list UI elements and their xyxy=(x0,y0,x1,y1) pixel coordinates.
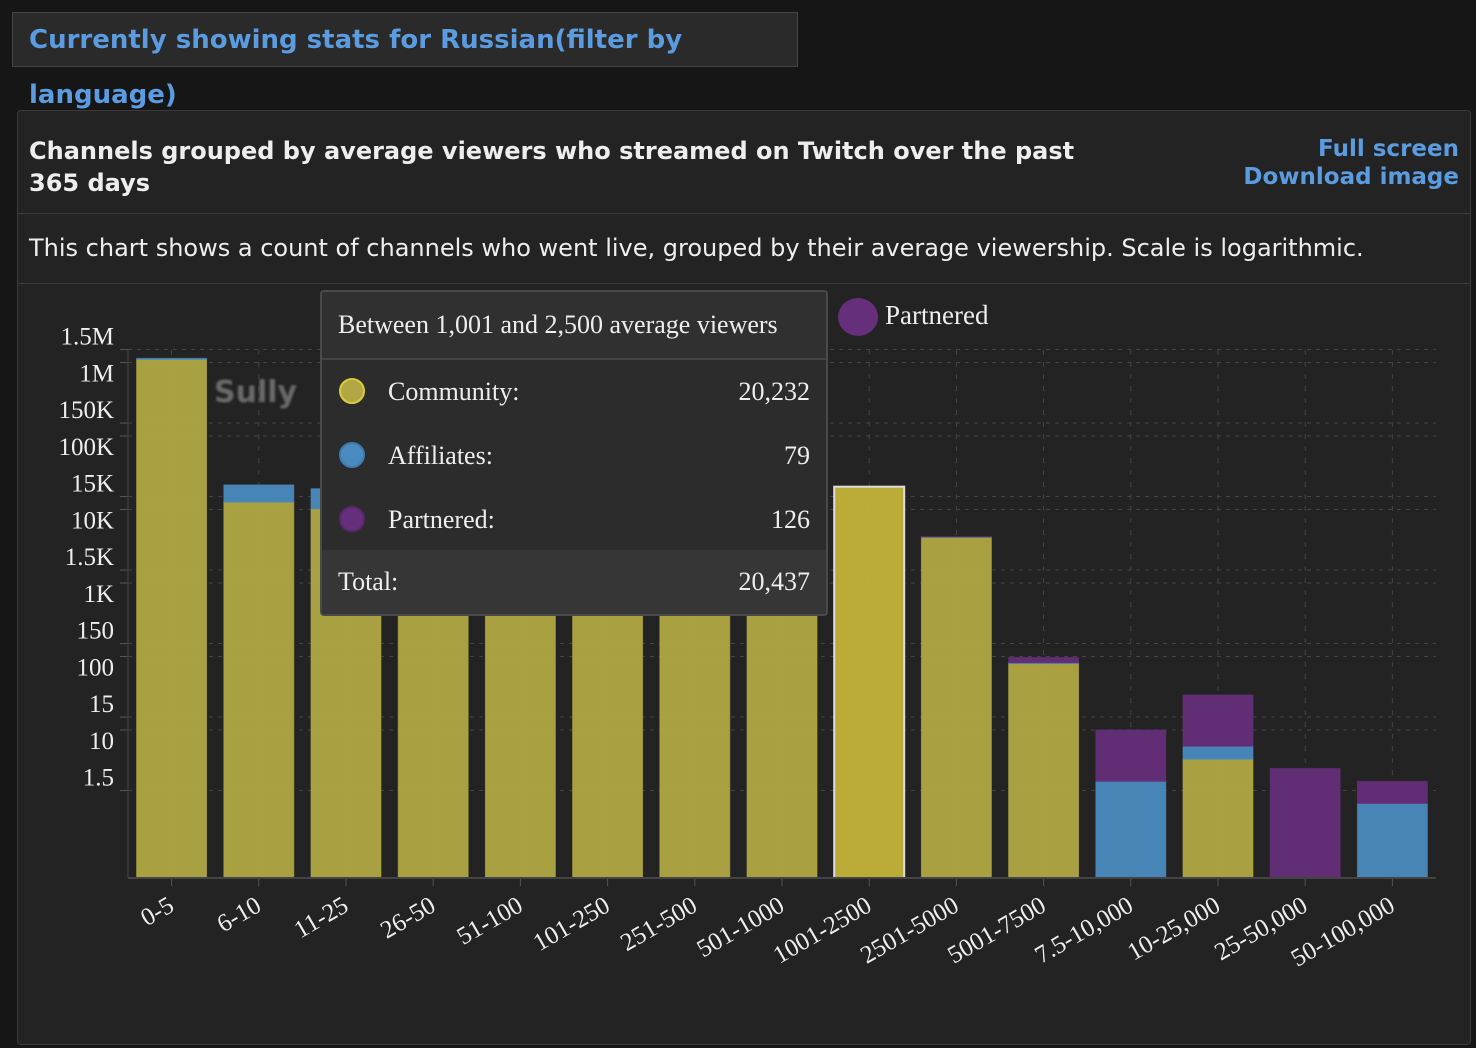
tooltip-value: 79 xyxy=(784,441,810,470)
x-tick-label: 6-10 xyxy=(213,892,266,938)
bar-community xyxy=(136,358,208,879)
y-tick-label: 1.5K xyxy=(65,544,114,571)
x-tick-label: 101-250 xyxy=(529,892,615,957)
bar-affiliates xyxy=(1356,803,1428,879)
bar-partnered xyxy=(1095,729,1167,782)
tooltip-total-label: Total: xyxy=(338,567,399,596)
bar-community xyxy=(833,486,905,879)
tooltip-total-value: 20,437 xyxy=(738,567,811,596)
tooltip-row-affiliates: Affiliates: 79 xyxy=(322,424,826,488)
x-tick-label: 2501-5000 xyxy=(856,892,963,970)
bar-partnered xyxy=(1269,767,1341,879)
tooltip-row-community: Community: 20,232 xyxy=(322,360,826,424)
y-tick-label: 15K xyxy=(71,471,114,498)
bar-affiliates xyxy=(1095,780,1167,879)
bar-community xyxy=(920,536,992,879)
x-tick-label: 251-500 xyxy=(616,892,702,957)
y-tick-label: 150 xyxy=(77,618,115,645)
x-tick-label: 1001-2500 xyxy=(769,892,876,970)
language-filter-banner[interactable]: Currently showing stats for Russian(filt… xyxy=(12,12,798,110)
partnered-swatch xyxy=(339,506,365,532)
tooltip-value: 20,232 xyxy=(738,377,811,406)
card-header: Channels grouped by average viewers who … xyxy=(18,111,1470,214)
y-tick-label: 1M xyxy=(79,361,114,388)
y-tick-label: 10 xyxy=(89,728,114,755)
x-tick-label: 26-50 xyxy=(376,892,440,945)
bar-community xyxy=(1008,663,1080,879)
download-image-link[interactable]: Download image xyxy=(1243,164,1459,190)
x-tick-label: 0-5 xyxy=(136,892,178,932)
y-tick-label: 100 xyxy=(77,655,115,682)
tooltip-row-partnered: Partnered: 126 xyxy=(322,488,826,552)
tooltip-label: Affiliates: xyxy=(388,441,493,470)
community-swatch xyxy=(339,378,365,404)
y-tick-label: 100K xyxy=(58,434,114,461)
bar-partnered xyxy=(1182,694,1254,747)
x-tick-label: 51-100 xyxy=(453,892,528,951)
legend-label: Partnered xyxy=(885,300,989,330)
chart-description: This chart shows a count of channels who… xyxy=(18,214,1470,284)
affiliates-swatch xyxy=(339,442,365,468)
bar-affiliates xyxy=(223,484,295,503)
y-tick-label: 1.5 xyxy=(83,765,114,792)
y-tick-label: 150K xyxy=(58,397,114,424)
card-actions: Full screen Download image xyxy=(1243,135,1459,191)
tooltip-label: Community: xyxy=(388,377,520,406)
bar-community xyxy=(1182,758,1254,879)
y-tick-label: 10K xyxy=(71,508,114,535)
tooltip-label: Partnered: xyxy=(388,505,495,534)
watermark-logo: Sully xyxy=(214,375,298,410)
bar-affiliates xyxy=(1182,745,1254,760)
x-tick-label: 5001-7500 xyxy=(943,892,1050,970)
y-tick-label: 1.5M xyxy=(61,324,114,351)
y-tick-label: 15 xyxy=(89,691,114,718)
bar-affiliates xyxy=(136,357,208,360)
bar-community xyxy=(223,501,295,879)
x-tick-label: 7.5-10,000 xyxy=(1030,892,1137,970)
bar-partnered xyxy=(1356,780,1428,804)
x-tick-label: 10-25,000 xyxy=(1123,892,1225,966)
chart-title: Channels grouped by average viewers who … xyxy=(29,137,1075,197)
tooltip-title: Between 1,001 and 2,500 average viewers xyxy=(322,292,826,360)
full-screen-link[interactable]: Full screen xyxy=(1318,136,1459,162)
legend-swatch xyxy=(838,298,878,336)
tooltip-value: 126 xyxy=(771,505,810,534)
chart-tooltip: Between 1,001 and 2,500 average viewers … xyxy=(320,290,828,616)
x-tick-label: 11-25 xyxy=(290,892,353,944)
tooltip-total-row: Total: 20,437 xyxy=(322,550,826,614)
bar-partnered xyxy=(1008,656,1080,664)
y-tick-label: 1K xyxy=(83,581,114,608)
